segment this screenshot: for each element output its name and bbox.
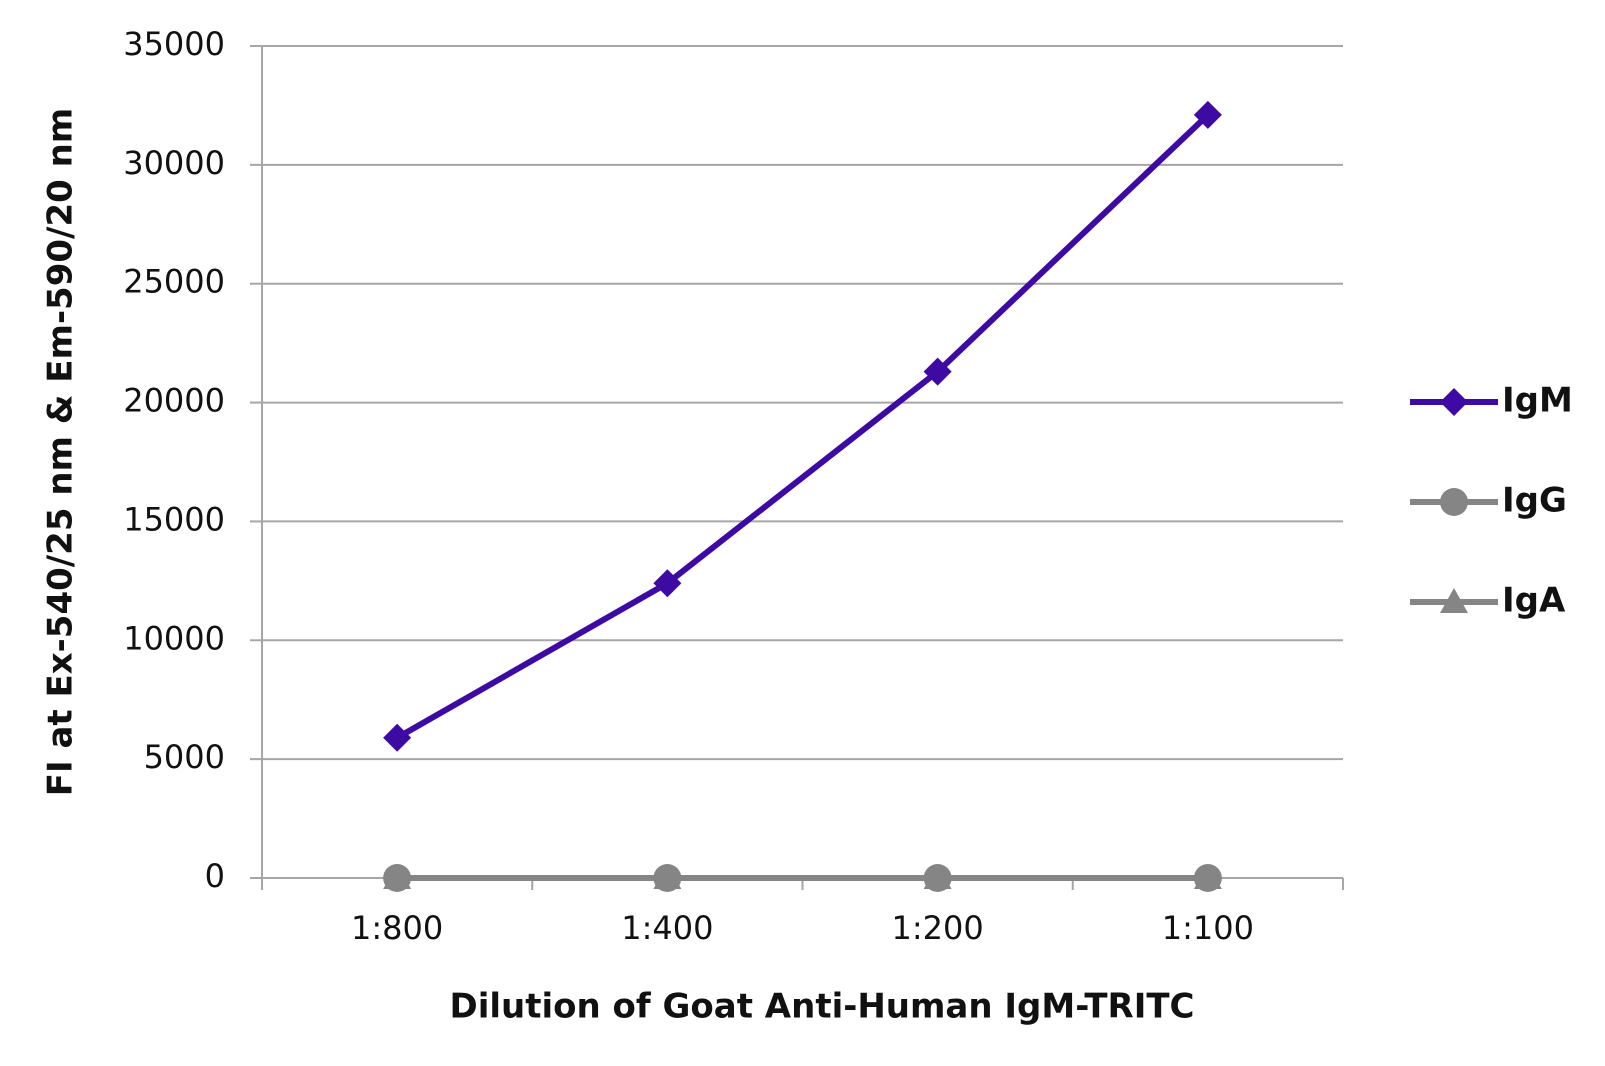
y-tick-label: 35000 [123,25,225,63]
marker [653,864,682,892]
legend-label: IgM [1502,381,1573,421]
marker [1440,388,1468,416]
x-axis-title: Dilution of Goat Anti-Human IgM-TRITC [449,987,1194,1027]
y-tick-label: 15000 [123,500,225,538]
series-line [395,112,1210,741]
marker [923,864,952,892]
marker [383,864,412,892]
legend-label: IgA [1502,581,1566,621]
marker [923,357,952,386]
x-tick-label: 1:100 [1162,909,1254,947]
marker [653,569,682,598]
x-tick-label: 1:400 [621,909,713,947]
marker [1193,100,1222,129]
marker [1440,588,1468,613]
y-tick-label: 0 [205,857,225,895]
y-tick-label: 25000 [123,263,225,301]
y-tick-label: 20000 [123,382,225,420]
y-tick-label: 30000 [123,144,225,182]
y-tick-label: 5000 [144,738,225,776]
x-tick-label: 1:800 [351,909,443,947]
y-axis-title: FI at Ex-540/25 nm & Em-590/20 nm [41,108,81,796]
marker [383,723,412,752]
marker [1440,488,1468,516]
legend-label: IgG [1502,481,1567,521]
x-tick-label: 1:200 [892,909,984,947]
marker [1193,864,1222,892]
y-tick-label: 10000 [123,619,225,657]
